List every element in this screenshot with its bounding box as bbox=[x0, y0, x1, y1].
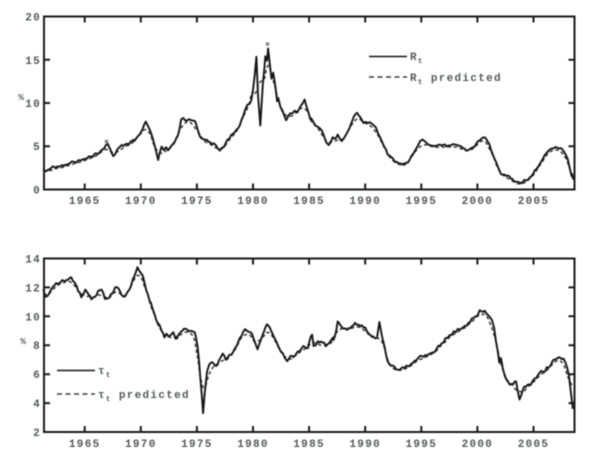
svg-text:5: 5 bbox=[33, 142, 41, 154]
svg-text:1965: 1965 bbox=[69, 439, 101, 451]
svg-text:20: 20 bbox=[25, 13, 41, 25]
svg-text:15: 15 bbox=[25, 56, 41, 68]
svg-text:2005: 2005 bbox=[518, 196, 550, 208]
svg-text:10: 10 bbox=[25, 99, 41, 111]
svg-text:1975: 1975 bbox=[181, 196, 213, 208]
svg-text:1995: 1995 bbox=[405, 439, 437, 451]
svg-text:1995: 1995 bbox=[405, 196, 437, 208]
svg-text:Rt predicted: Rt predicted bbox=[410, 73, 502, 87]
svg-text:%: % bbox=[20, 336, 26, 347]
svg-text:%: % bbox=[18, 92, 24, 103]
svg-text:2005: 2005 bbox=[518, 439, 550, 451]
svg-text:1985: 1985 bbox=[293, 196, 325, 208]
svg-text:1970: 1970 bbox=[125, 439, 157, 451]
svg-text:0: 0 bbox=[33, 186, 41, 198]
svg-text:10: 10 bbox=[25, 312, 41, 324]
svg-text:1970: 1970 bbox=[125, 196, 157, 208]
svg-text:1975: 1975 bbox=[181, 439, 213, 451]
svg-text:4: 4 bbox=[33, 399, 41, 411]
svg-text:1980: 1980 bbox=[237, 439, 269, 451]
svg-text:2: 2 bbox=[33, 428, 41, 440]
svg-text:14: 14 bbox=[25, 255, 41, 267]
svg-text:1990: 1990 bbox=[349, 196, 381, 208]
svg-text:1980: 1980 bbox=[237, 196, 269, 208]
svg-text:8: 8 bbox=[33, 341, 41, 353]
svg-text:1990: 1990 bbox=[349, 439, 381, 451]
svg-text:1965: 1965 bbox=[69, 196, 101, 208]
svg-text:12: 12 bbox=[25, 283, 41, 295]
svg-text:6: 6 bbox=[33, 370, 41, 382]
svg-text:2000: 2000 bbox=[462, 439, 494, 451]
svg-text:2000: 2000 bbox=[462, 196, 494, 208]
svg-text:1985: 1985 bbox=[293, 439, 325, 451]
svg-text:τt predicted: τt predicted bbox=[98, 390, 190, 404]
